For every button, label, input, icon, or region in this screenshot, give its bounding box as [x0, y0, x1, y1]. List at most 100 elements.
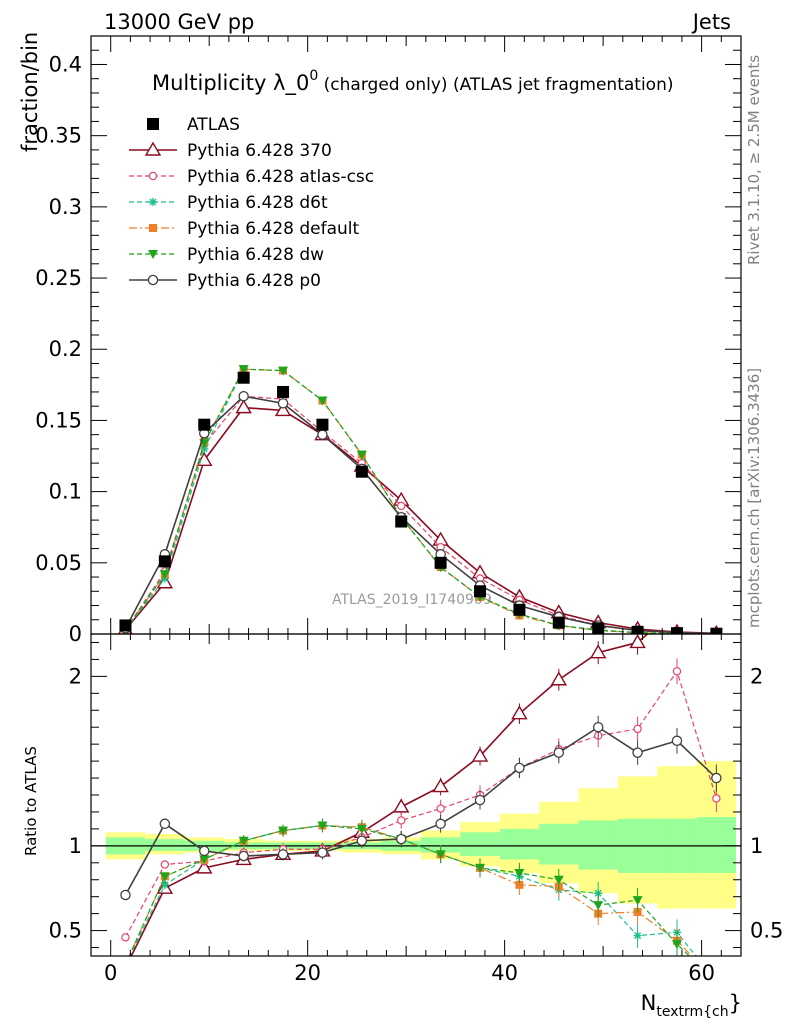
legend-marker-d6t	[149, 198, 157, 206]
ratio-point-p0	[711, 772, 722, 784]
plot-title-rest: (charged only) (ATLAS jet fragmentation)	[318, 75, 673, 95]
ratio-point-atlascsc	[672, 667, 682, 676]
ratio-point-p370	[432, 778, 449, 793]
point-atlas	[316, 418, 329, 431]
ratio-point-p0	[671, 735, 683, 747]
legend-marker-atlas	[147, 118, 159, 130]
legend-label-p370: Pythia 6.428 370	[187, 141, 332, 161]
ratio-point-dw	[317, 821, 328, 831]
point-atlas	[434, 556, 447, 569]
ratio-point-dw	[356, 824, 367, 834]
top-ylabel: fraction/bin	[18, 32, 42, 152]
ratio-y-tick-label-right: 0.5	[750, 919, 783, 943]
uncertainty-band	[105, 761, 737, 909]
ratio-point-d6t	[160, 880, 169, 889]
ratio-point-p370	[589, 644, 607, 659]
ratio-point-p370	[393, 798, 410, 813]
ratio-point-p0	[199, 845, 210, 857]
series-line-p370	[124, 406, 717, 634]
ratio-point-p370	[550, 671, 568, 686]
ratio-line-dw	[128, 824, 691, 956]
ratio-point-p0	[592, 721, 604, 733]
legend-marker-atlascsc	[148, 171, 158, 181]
point-atlas	[119, 619, 132, 632]
legend-marker-dw	[148, 250, 158, 259]
legend-marker-p0	[147, 274, 159, 286]
x-tick-label: 60	[688, 961, 715, 985]
series-line-p0	[124, 395, 717, 634]
band-inner-bin	[145, 839, 185, 851]
point-atlas	[395, 515, 408, 528]
point-atlas	[592, 622, 605, 634]
legend-label-p0: Pythia 6.428 p0	[187, 271, 321, 291]
ratio-point-d6t	[594, 889, 603, 898]
point-dw	[159, 570, 170, 580]
ratio-line-atlascsc	[124, 669, 717, 938]
ratio-point-dw	[514, 868, 525, 878]
ratio-point-p0	[238, 850, 249, 862]
ratio-point-p0	[474, 794, 486, 806]
ratio-point-dw	[593, 901, 604, 911]
ratio-point-dw	[553, 875, 564, 885]
bottom-ylabel: Ratio to ATLAS	[22, 746, 40, 856]
ratio-point-p0	[120, 889, 131, 901]
ratio-point-p370	[196, 859, 213, 874]
ratio-point-p0	[277, 849, 289, 860]
header-right-label: Jets	[691, 10, 731, 34]
point-p370	[235, 399, 252, 414]
band-inner-bin	[420, 837, 461, 853]
point-atlas	[198, 418, 211, 431]
ratio-y-tick-label-left: 1	[69, 834, 82, 858]
ratio-point-dw	[199, 855, 210, 865]
series-line-d6t	[124, 368, 717, 634]
band-inner-bin	[499, 828, 540, 860]
y-tick-label: 0.2	[49, 337, 82, 361]
ratio-point-dw	[671, 940, 682, 950]
point-d6t	[200, 444, 209, 453]
x-tick-label: 20	[294, 961, 321, 985]
point-dw	[356, 450, 367, 460]
ratio-point-d6t	[633, 931, 642, 940]
legend-label-default: Pythia 6.428 default	[187, 219, 360, 239]
ratio-point-p0	[514, 762, 525, 774]
ratio-point-p0	[159, 818, 171, 830]
point-p0	[277, 398, 289, 409]
x-axis-label-tail: }	[729, 991, 742, 1015]
point-atlas	[158, 555, 171, 568]
y-tick-label: 0.15	[35, 408, 82, 432]
legend-label-atlascsc: Pythia 6.428 atlas-csc	[187, 167, 374, 187]
point-atlascsc	[397, 501, 406, 511]
x-axis-label-sub: textrm{ch	[656, 1004, 728, 1020]
point-atlas	[474, 585, 487, 598]
ratio-point-atlascsc	[121, 933, 130, 942]
y-tick-label: 0.35	[35, 124, 82, 148]
point-atlas	[237, 371, 250, 384]
point-p0	[317, 429, 328, 440]
ratio-point-atlascsc	[436, 804, 445, 813]
point-atlas	[277, 385, 290, 398]
point-p370	[274, 402, 292, 417]
legend-label-d6t: Pythia 6.428 d6t	[187, 193, 328, 213]
side-label-mcplots: mcplots.cern.ch [arXiv:1306.3436]	[745, 368, 763, 628]
legend-marker-p370	[144, 141, 162, 156]
band-inner-bin	[460, 832, 500, 857]
plot-title: Multiplicity λ_00 (charged only) (ATLAS …	[152, 68, 674, 96]
ratio-y-tick-label-left: 2	[69, 664, 82, 688]
ratio-point-atlascsc	[712, 794, 721, 803]
ratio-point-p0	[317, 847, 328, 858]
plot-title-main: Multiplicity λ_0	[152, 71, 309, 96]
y-tick-label: 0.3	[49, 195, 82, 219]
ratio-point-atlascsc	[397, 816, 406, 825]
ratio-point-p0	[553, 747, 565, 758]
x-axis-label: Ntextrm{ch}	[641, 991, 742, 1020]
legend-marker-default	[149, 224, 157, 232]
series-line-atlascsc	[124, 395, 717, 634]
legend-label-atlas: ATLAS	[187, 115, 240, 135]
header-left-label: 13000 GeV pp	[104, 10, 254, 34]
ratio-point-p370	[629, 634, 646, 649]
point-dw	[278, 366, 289, 376]
point-atlas	[710, 627, 723, 634]
ratio-point-dw	[278, 826, 289, 836]
point-atlas	[355, 465, 368, 478]
